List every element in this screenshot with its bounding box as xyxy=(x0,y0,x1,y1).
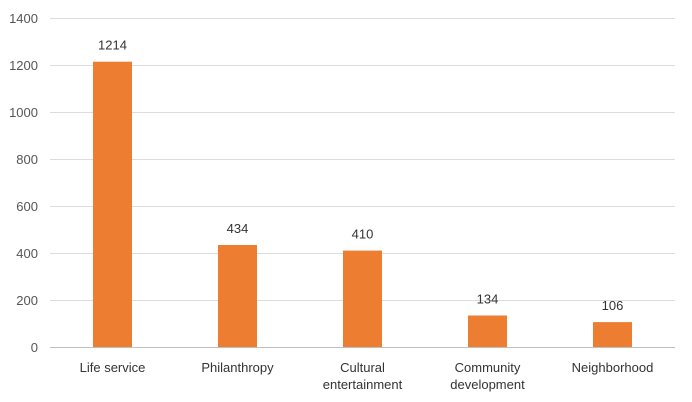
y-axis-ticks: 0 200 400 600 800 1000 1200 1400 xyxy=(9,11,38,355)
data-label: 434 xyxy=(227,221,249,236)
data-label: 106 xyxy=(602,298,624,313)
x-category-line: entertainment xyxy=(323,377,403,392)
data-label: 134 xyxy=(477,292,499,307)
x-axis-categories: Life service Philanthropy Cultural entertai… xyxy=(80,360,654,392)
gridlines xyxy=(50,18,675,301)
x-category-line: Life service xyxy=(80,360,146,375)
x-category-label: Community development xyxy=(450,360,525,392)
y-tick-label: 1400 xyxy=(9,11,38,26)
x-category-line: Neighborhood xyxy=(572,360,654,375)
y-tick-label: 1000 xyxy=(9,105,38,120)
data-label: 410 xyxy=(352,227,374,242)
bar xyxy=(218,245,257,347)
bars xyxy=(93,61,632,347)
y-tick-label: 200 xyxy=(16,293,38,308)
x-category-label: Cultural entertainment xyxy=(323,360,403,392)
data-labels: 1214 434 410 134 106 xyxy=(98,38,623,313)
bar xyxy=(593,322,632,347)
y-tick-label: 600 xyxy=(16,199,38,214)
x-category-line: development xyxy=(450,377,525,392)
bar xyxy=(468,315,507,347)
x-category-label: Philanthropy xyxy=(201,360,274,375)
bar xyxy=(93,61,132,347)
x-category-label: Neighborhood xyxy=(572,360,654,375)
y-tick-label: 1200 xyxy=(9,58,38,73)
x-category-line: Community xyxy=(455,360,521,375)
y-tick-label: 400 xyxy=(16,246,38,261)
bar xyxy=(343,250,382,347)
data-label: 1214 xyxy=(98,38,127,53)
x-category-label: Life service xyxy=(80,360,146,375)
x-category-line: Philanthropy xyxy=(201,360,274,375)
y-tick-label: 800 xyxy=(16,152,38,167)
x-category-line: Cultural xyxy=(340,360,385,375)
y-tick-label: 0 xyxy=(31,340,38,355)
